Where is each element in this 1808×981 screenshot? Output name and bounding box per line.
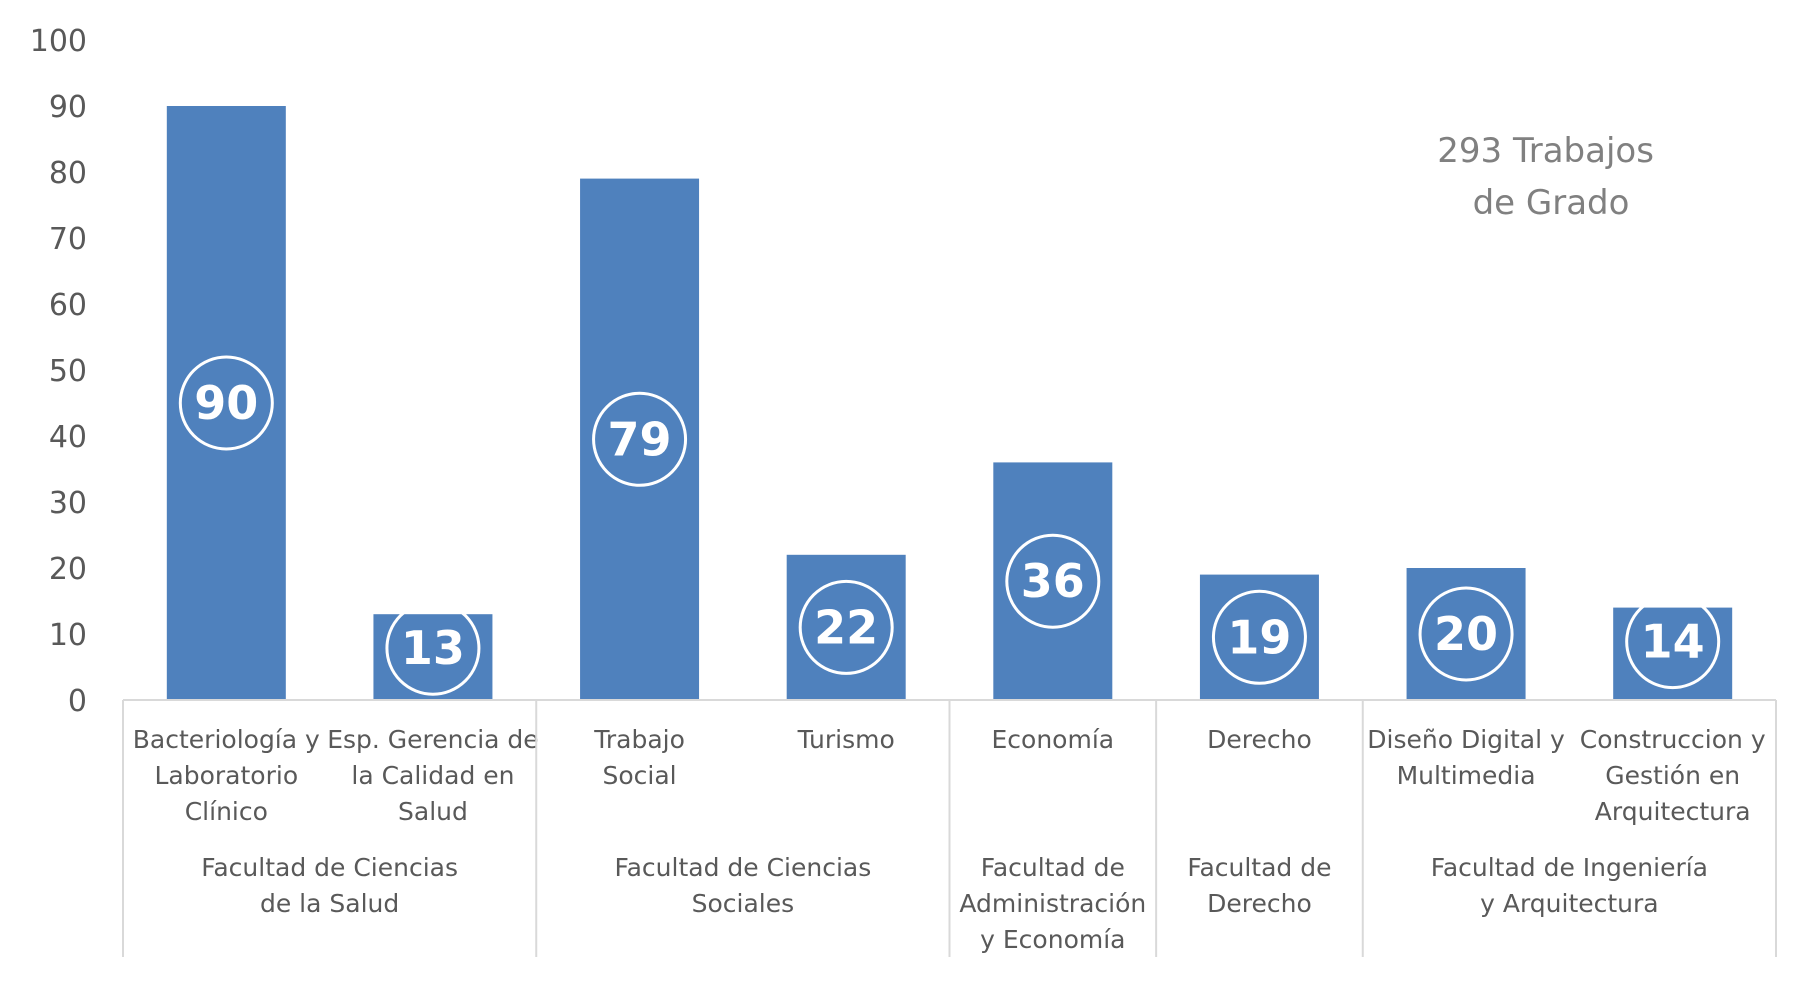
category-label: Trabajo Social [593,725,685,790]
category-label-line: Economía [992,725,1115,754]
y-axis: 0 10 20 30 40 50 60 70 80 90 100 [30,24,87,719]
data-label: 79 [608,412,672,466]
y-tick-label: 100 [30,24,87,59]
y-tick-label: 10 [49,618,87,653]
category-label: Derecho [1207,725,1312,754]
y-tick-label: 50 [49,354,87,389]
category-label: Turismo [797,725,895,754]
group-label: Facultad de Administración y Economía [959,853,1146,954]
annotation-line: de Grado [1473,183,1630,223]
group-label-line: Sociales [692,889,795,918]
group-label-line: Derecho [1207,889,1312,918]
category-label-line: Esp. Gerencia de [327,725,539,754]
y-tick-label: 20 [49,552,87,587]
category-label: Bacteriología y Laboratorio Clínico [133,725,320,826]
data-label: 19 [1227,610,1291,664]
x-axis: Bacteriología y Laboratorio Clínico Esp. Ge… [122,699,1777,957]
data-label-circle [385,600,481,696]
annotation-line: 293 Trabajos [1437,131,1654,171]
group-label: Facultad de Derecho [1187,853,1331,918]
category-label-line: Clínico [185,797,268,826]
group-label-line: y Economía [980,925,1125,954]
data-label: 90 [194,376,258,430]
group-label-line: de la Salud [260,889,399,918]
data-label: 22 [814,600,878,654]
y-tick-label: 70 [49,222,87,257]
category-label-line: Gestión en [1605,761,1740,790]
category-label: Construccion y Gestión en Arquitectura [1580,725,1766,826]
group-label-line: Administración [959,889,1146,918]
data-label: 36 [1021,554,1085,608]
category-label: Esp. Gerencia de la Calidad en Salud [327,725,539,826]
y-tick-label: 80 [49,156,87,191]
category-label-line: Bacteriología y [133,725,320,754]
data-label-circle [1625,594,1721,690]
data-label: 20 [1434,607,1498,661]
data-label-circle [592,391,688,487]
bar [993,462,1113,700]
data-label-circle [798,579,894,675]
group-label-line: Facultad de Ciencias [615,853,872,882]
category-label-line: Derecho [1207,725,1312,754]
bar [1199,574,1319,700]
group-label: Facultad de Ciencias Sociales [615,853,872,918]
data-label-circle [1418,586,1514,682]
bars [166,106,1733,701]
category-label-line: Construccion y [1580,725,1766,754]
category-label: Economía [992,725,1115,754]
data-label-circle [178,355,274,451]
data-label-circle [1211,589,1307,685]
data-labels: 90 13 79 22 36 19 20 14 [178,355,1721,696]
category-label: Diseño Digital y Multimedia [1367,725,1565,790]
category-label-line: Turismo [797,725,895,754]
category-label-line: Diseño Digital y [1367,725,1565,754]
bar [1613,607,1733,700]
category-label-line: Multimedia [1397,761,1536,790]
bar [786,554,906,700]
category-label-line: Arquitectura [1595,797,1751,826]
bar [373,614,493,700]
category-label-line: Trabajo [593,725,685,754]
category-label-line: la Calidad en [351,761,514,790]
y-tick-label: 60 [49,288,87,323]
y-tick-label: 40 [49,420,87,455]
group-label-line: Facultad de Ciencias [201,853,458,882]
group-label: Facultad de Ingeniería y Arquitectura [1431,853,1708,918]
data-label: 13 [401,621,465,675]
total-annotation: 293 Trabajos de Grado [1437,131,1664,223]
y-tick-label: 0 [68,684,87,719]
bar [1406,568,1526,700]
group-label: Facultad de Ciencias de la Salud [201,853,458,918]
category-label-line: Social [603,761,677,790]
y-tick-label: 30 [49,486,87,521]
group-label-line: Facultad de [981,853,1125,882]
data-label-circle [1005,533,1101,629]
category-label-line: Laboratorio [154,761,298,790]
group-label-line: Facultad de Ingeniería [1431,853,1708,882]
bar [166,106,286,700]
bar [580,178,700,701]
category-label-line: Salud [398,797,468,826]
y-tick-label: 90 [49,90,87,125]
group-label-line: Facultad de [1187,853,1331,882]
data-label: 14 [1641,615,1705,669]
group-label-line: y Arquitectura [1480,889,1659,918]
